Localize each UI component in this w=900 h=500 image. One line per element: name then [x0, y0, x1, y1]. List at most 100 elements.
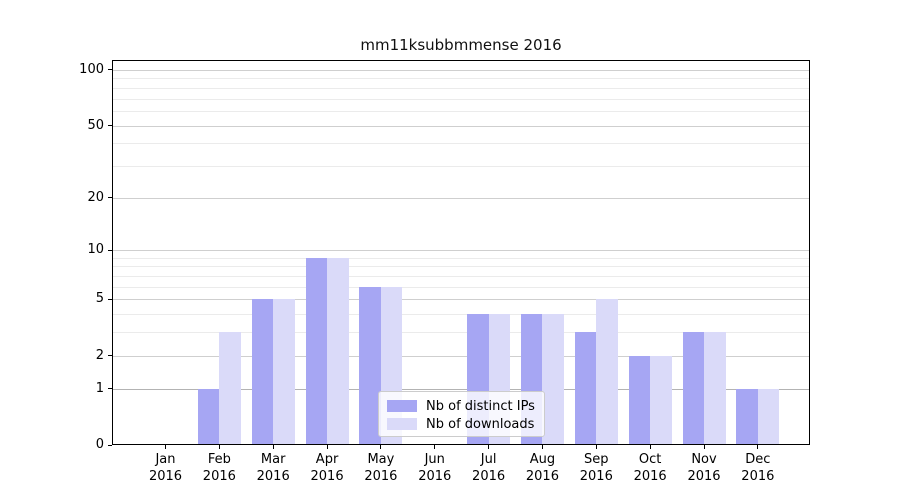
x-tick-label: Oct 2016: [620, 451, 680, 485]
gridline-minor: [113, 276, 809, 278]
x-tick-mark: [165, 445, 166, 449]
y-tick-label: 5: [95, 291, 104, 307]
x-tick-mark: [380, 445, 382, 449]
chart-title: mm11ksubbmmense 2016: [360, 36, 562, 54]
x-tick-mark: [218, 445, 220, 449]
y-tick-mark: [108, 388, 112, 390]
y-tick-mark: [108, 69, 112, 71]
legend-label-downloads: Nb of downloads: [426, 416, 535, 432]
gridline-major: [113, 69, 809, 71]
x-tick-label: Jan 2016: [136, 451, 196, 485]
x-tick-label: Dec 2016: [728, 451, 788, 485]
x-tick-label: Jun 2016: [405, 451, 465, 485]
y-tick-mark: [108, 125, 112, 126]
gridline-minor: [113, 257, 809, 259]
legend-item-distinct-ips: Nb of distinct IPs: [387, 397, 536, 415]
gridline-major: [113, 250, 809, 252]
y-tick-label: 0: [95, 437, 104, 452]
legend-swatch-distinct-ips: [387, 400, 417, 412]
x-tick-mark: [757, 445, 759, 449]
x-tick-mark: [649, 445, 651, 449]
x-tick-year: 2016: [310, 469, 344, 484]
x-tick-month: Jan: [155, 452, 176, 467]
x-tick-label: Feb 2016: [189, 451, 249, 485]
x-tick-mark: [595, 445, 597, 449]
x-tick-year: 2016: [418, 469, 452, 484]
bar-aug-s1: [542, 314, 564, 444]
x-tick-month: Apr: [315, 452, 339, 467]
bar-dec-s1: [757, 388, 780, 444]
gridline-minor: [113, 98, 809, 100]
gridline-minor: [113, 266, 809, 268]
x-tick-month: Sep: [584, 452, 609, 467]
legend-label-distinct-ips: Nb of distinct IPs: [426, 398, 535, 414]
bar-may-s0: [359, 286, 381, 444]
x-tick-mark: [434, 445, 436, 449]
bar-dec-s0: [736, 388, 758, 444]
gridline-minor: [113, 87, 809, 89]
y-tick-mark: [108, 197, 112, 199]
x-tick-label: Aug 2016: [512, 451, 572, 485]
gridline-minor: [113, 165, 809, 167]
gridlines-layer: [113, 61, 809, 444]
y-tick-mark: [108, 355, 112, 357]
x-tick-label: Apr 2016: [297, 451, 357, 485]
x-tick-label: Jul 2016: [459, 451, 519, 485]
bar-sep-s0: [574, 332, 597, 444]
x-tick-year: 2016: [741, 469, 775, 484]
y-tick-label: 50: [87, 117, 104, 133]
x-tick-year: 2016: [202, 469, 236, 484]
y-tick-label: 1: [95, 380, 104, 396]
gridline-minor: [113, 110, 809, 112]
x-tick-mark: [272, 445, 274, 449]
y-tick-label: 2: [95, 347, 104, 363]
gridline-major: [113, 388, 809, 390]
x-tick-month: Aug: [529, 452, 556, 467]
bar-apr-s1: [327, 257, 349, 444]
x-tick-month: Dec: [745, 452, 771, 467]
bar-oct-s1: [650, 355, 672, 444]
x-tick-year: 2016: [579, 469, 613, 484]
y-tick-mark: [108, 298, 112, 300]
bar-mar-s0: [251, 299, 274, 444]
x-tick-year: 2016: [364, 469, 398, 484]
gridline-major: [113, 125, 809, 127]
bars-layer: [113, 61, 809, 444]
x-tick-year: 2016: [525, 469, 559, 484]
x-tick-label: Mar 2016: [243, 451, 303, 485]
gridline-minor: [113, 332, 809, 334]
x-tick-month: Jul: [480, 452, 497, 467]
gridline-major: [113, 355, 809, 357]
y-tick-label: 10: [87, 242, 104, 258]
x-tick-month: Feb: [207, 452, 231, 467]
legend-item-downloads: Nb of downloads: [387, 415, 536, 433]
x-tick-month: Jun: [424, 452, 445, 467]
x-tick-mark: [326, 445, 328, 449]
x-tick-year: 2016: [472, 469, 506, 484]
x-tick-year: 2016: [256, 469, 290, 484]
bar-feb-s0: [197, 388, 220, 444]
x-tick-label: May 2016: [351, 451, 411, 485]
x-tick-label: Nov 2016: [674, 451, 734, 485]
plot-area: [112, 60, 810, 445]
x-tick-month: Nov: [691, 452, 717, 467]
y-tick-mark: [108, 249, 112, 251]
x-tick-month: Mar: [260, 452, 286, 467]
gridline-major: [113, 197, 809, 199]
legend-swatch-downloads: [387, 418, 417, 430]
bar-oct-s0: [628, 355, 651, 444]
gridline-minor: [113, 78, 809, 80]
x-tick-year: 2016: [148, 469, 183, 484]
x-tick-mark: [541, 445, 543, 449]
x-tick-month: May: [367, 452, 395, 467]
bar-sep-s1: [596, 299, 618, 444]
gridline-minor: [113, 143, 809, 145]
x-tick-year: 2016: [687, 469, 721, 484]
x-tick-year: 2016: [633, 469, 667, 484]
bar-nov-s0: [682, 332, 704, 444]
gridline-major: [113, 299, 809, 301]
bar-nov-s1: [704, 332, 726, 444]
y-tick-label: 20: [87, 189, 104, 205]
y-tick-label: 100: [79, 61, 104, 77]
